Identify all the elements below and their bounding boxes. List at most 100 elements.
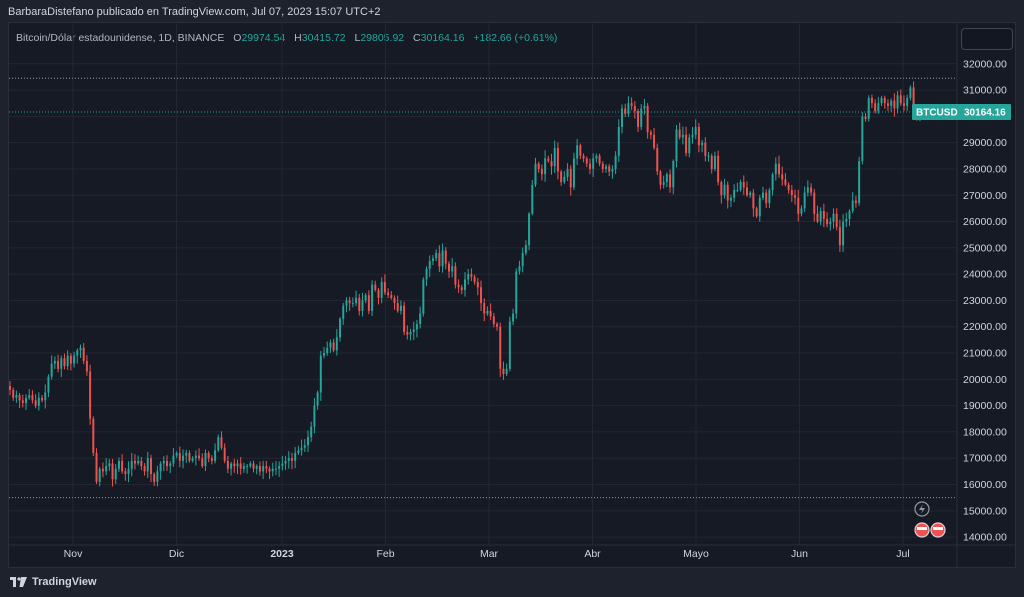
candle-up <box>300 447 303 451</box>
candle-up <box>335 337 338 351</box>
candle-up <box>662 182 665 185</box>
candle-down <box>265 466 268 469</box>
candle-down <box>457 284 460 288</box>
candle-up <box>105 466 108 472</box>
candle-up <box>800 208 803 214</box>
footer-brand[interactable]: TradingView <box>10 576 97 588</box>
candle-down <box>540 168 543 175</box>
candle-up <box>701 142 704 146</box>
candle-down <box>582 155 585 159</box>
candle-up <box>829 221 832 225</box>
chart-settings-button[interactable] <box>961 28 1013 50</box>
candle-up <box>371 284 374 311</box>
candle-down <box>387 292 390 296</box>
candle-down <box>390 295 393 298</box>
candle-up <box>563 176 566 183</box>
candle-down <box>377 289 380 298</box>
candle-down <box>717 155 720 183</box>
candle-up <box>169 463 172 467</box>
price-tag-symbol: BTCUSD <box>916 108 958 119</box>
candle-up <box>316 392 319 406</box>
candle-down <box>685 134 688 154</box>
candle-up <box>117 460 120 469</box>
candle-up <box>531 184 534 214</box>
candle-up <box>707 155 710 157</box>
candle-down <box>720 182 723 196</box>
x-tick-label: Dic <box>169 548 184 560</box>
candle-up <box>114 468 117 480</box>
candle-up <box>156 471 159 482</box>
candle-up <box>672 161 675 188</box>
candle-up <box>713 155 716 169</box>
candle-up <box>729 197 732 201</box>
candle-down <box>742 182 745 188</box>
candle-up <box>694 126 697 135</box>
candle-up <box>524 245 527 254</box>
candle-up <box>326 347 329 354</box>
candle-up <box>284 460 287 464</box>
candle-up <box>528 213 531 246</box>
candle-up <box>681 134 684 138</box>
candle-up <box>880 97 883 104</box>
candle-up <box>806 187 809 193</box>
candle-up <box>380 282 383 298</box>
candle-down <box>579 145 582 156</box>
candle-down <box>492 316 495 325</box>
candle-up <box>422 279 425 314</box>
candle-up <box>175 452 178 456</box>
candle-down <box>483 303 486 314</box>
candle-up <box>431 258 434 261</box>
time-axis: Nov Dic 2023 Feb Mar Abr Mayo Jun Jul <box>64 548 910 560</box>
candle-down <box>550 161 553 167</box>
candle-up <box>262 466 265 472</box>
x-tick-label: Mayo <box>683 548 709 560</box>
change-value: +182.66 (+0.61%) <box>473 32 558 44</box>
candle-down <box>41 397 44 401</box>
candle-down <box>473 276 476 283</box>
candle-down <box>633 105 636 112</box>
candle-up <box>861 116 864 162</box>
candle-up <box>351 303 354 305</box>
candle-down <box>649 132 652 135</box>
candle-down <box>140 460 143 467</box>
candle-up <box>255 466 258 469</box>
y-tick-label: 16000.00 <box>963 479 1007 491</box>
candle-up <box>191 458 194 461</box>
candles <box>9 81 921 487</box>
candle-down <box>111 463 114 480</box>
candle-down <box>166 460 169 467</box>
candle-down <box>18 395 21 401</box>
candle-up <box>214 450 217 461</box>
chart-grid <box>9 22 957 545</box>
close-value: 30164.16 <box>420 32 465 44</box>
candle-down <box>624 108 627 114</box>
candle-down <box>374 284 377 290</box>
candle-up <box>130 460 133 469</box>
candle-down <box>902 103 905 106</box>
candle-up <box>761 192 764 198</box>
candle-up <box>323 353 326 356</box>
candle-down <box>669 174 672 188</box>
candle-down <box>874 103 877 112</box>
candle-up <box>723 184 726 196</box>
candle-up <box>553 147 556 167</box>
candle-up <box>361 300 364 311</box>
candle-down <box>34 400 37 406</box>
candle-up <box>409 332 412 335</box>
candle-down <box>447 263 450 272</box>
candle-down <box>659 171 662 185</box>
y-tick-label: 23000.00 <box>963 295 1007 307</box>
candle-down <box>31 395 34 401</box>
candle-down <box>697 126 700 146</box>
candle-down <box>268 468 271 472</box>
candle-up <box>518 266 521 272</box>
candle-down <box>765 192 768 204</box>
candle-up <box>303 445 306 448</box>
candle-down <box>57 360 60 369</box>
candle-up <box>278 466 281 469</box>
candle-up <box>217 437 220 451</box>
candle-up <box>246 466 249 468</box>
candle-up <box>310 426 313 438</box>
candle-up <box>313 405 316 427</box>
